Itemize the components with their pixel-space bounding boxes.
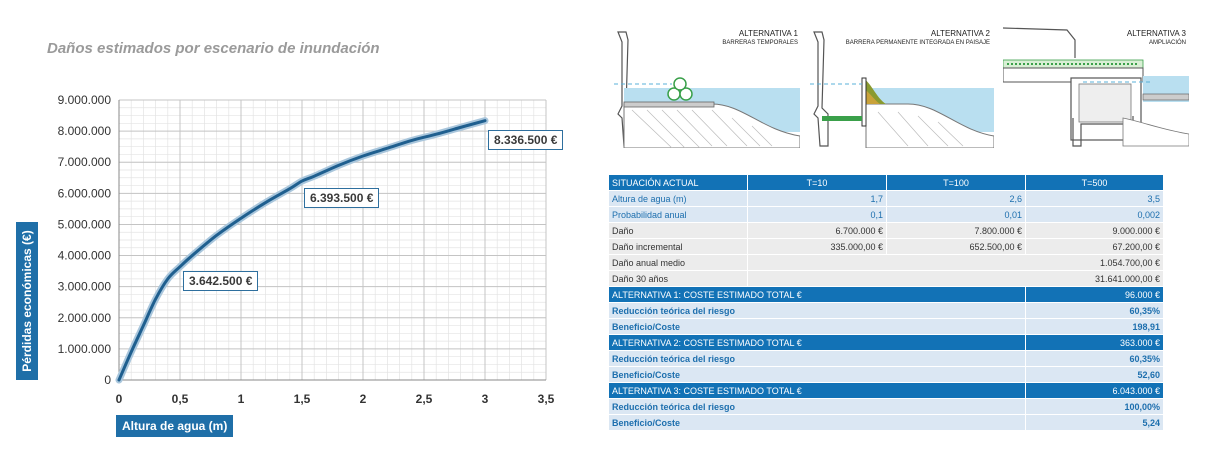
table-cell: 96.000 € bbox=[1026, 287, 1163, 302]
alternative-2-cost-row: ALTERNATIVA 2: COSTE ESTIMADO TOTAL € 36… bbox=[609, 335, 1163, 350]
table-header-cell: T=10 bbox=[748, 175, 886, 190]
table-row: Daño 6.700.000 € 7.800.000 € 9.000.000 € bbox=[609, 223, 1163, 238]
x-tick-label: 3,5 bbox=[538, 392, 555, 406]
y-tick-label: 3.000.000 bbox=[58, 280, 112, 294]
table-row: Altura de agua (m) 1,7 2,6 3,5 bbox=[609, 191, 1163, 206]
y-tick-label: 1.000.000 bbox=[58, 342, 112, 356]
x-tick-label: 1,5 bbox=[294, 392, 311, 406]
table-cell: 60,35% bbox=[1026, 303, 1163, 318]
y-tick-label: 4.000.000 bbox=[58, 249, 112, 263]
damage-line-chart: 0 1.000.000 2.000.000 3.000.000 4.000.000 5.0… bbox=[58, 93, 555, 406]
table-header-cell: T=100 bbox=[887, 175, 1025, 190]
y-tick-label: 5.000.000 bbox=[58, 217, 112, 231]
row-label: ALTERNATIVA 3: COSTE ESTIMADO TOTAL € bbox=[609, 383, 1025, 398]
table-header-cell: T=500 bbox=[1026, 175, 1163, 190]
x-tick-label: 3 bbox=[482, 392, 489, 406]
row-label: Daño incremental bbox=[609, 239, 747, 254]
table-cell: 9.000.000 € bbox=[1026, 223, 1163, 238]
alternative-3-illustration bbox=[1003, 27, 1189, 147]
table-cell: 0,1 bbox=[748, 207, 886, 222]
alternative-1-subtitle: BARRERAS TEMPORALES bbox=[722, 40, 798, 46]
alternative-2-subtitle: BARRERA PERMANENTE INTEGRADA EN PAISAJE bbox=[845, 40, 990, 46]
alternative-1-cost-row: ALTERNATIVA 1: COSTE ESTIMADO TOTAL € 96… bbox=[609, 287, 1163, 302]
alternative-2-illustration bbox=[810, 31, 994, 148]
x-tick-label: 1 bbox=[238, 392, 245, 406]
row-label: Altura de agua (m) bbox=[609, 191, 747, 206]
table-cell: 6.043.000 € bbox=[1026, 383, 1163, 398]
table-cell: 60,35% bbox=[1026, 351, 1163, 366]
chart-title: Daños estimados por escenario de inundac… bbox=[47, 40, 380, 57]
row-label: Beneficio/Coste bbox=[609, 367, 1025, 382]
x-tick-label: 0 bbox=[116, 392, 123, 406]
table-row: Daño 30 años 31.641.000,00 € bbox=[609, 271, 1163, 286]
table-cell: 52,60 bbox=[1026, 367, 1163, 382]
table-cell: 1,7 bbox=[748, 191, 886, 206]
table-cell: 0,01 bbox=[887, 207, 1025, 222]
alternative-2-bc-row: Beneficio/Coste 52,60 bbox=[609, 367, 1163, 382]
alternative-3-bc-row: Beneficio/Coste 5,24 bbox=[609, 415, 1163, 430]
table-row: Probabilidad anual 0,1 0,01 0,002 bbox=[609, 207, 1163, 222]
row-label: ALTERNATIVA 2: COSTE ESTIMADO TOTAL € bbox=[609, 335, 1025, 350]
damage-curve bbox=[117, 119, 487, 382]
row-label: Daño 30 años bbox=[609, 271, 747, 286]
table-cell: 2,6 bbox=[887, 191, 1025, 206]
row-label: Daño bbox=[609, 223, 747, 238]
annotation-t500: 8.336.500 € bbox=[488, 130, 564, 150]
x-tick-label: 2 bbox=[360, 392, 367, 406]
risk-analysis-table: SITUACIÓN ACTUAL T=10 T=100 T=500 Altura… bbox=[608, 174, 1164, 431]
y-tick-label: 9.000.000 bbox=[58, 93, 112, 107]
row-label: Reducción teórica del riesgo bbox=[609, 399, 1025, 414]
table-cell: 100,00% bbox=[1026, 399, 1163, 414]
y-axis-label-box bbox=[16, 222, 38, 380]
table-cell: 1.054.700,00 € bbox=[748, 255, 1163, 270]
alternative-2-title: ALTERNATIVA 2 bbox=[930, 29, 990, 38]
table-cell: 198,91 bbox=[1026, 319, 1163, 334]
y-axis-ticks: 0 1.000.000 2.000.000 3.000.000 4.000.000 5.0… bbox=[58, 93, 112, 387]
annotation-t10: 3.642.500 € bbox=[183, 271, 259, 291]
row-label: Daño anual medio bbox=[609, 255, 747, 270]
row-label: ALTERNATIVA 1: COSTE ESTIMADO TOTAL € bbox=[609, 287, 1025, 302]
y-tick-label: 7.000.000 bbox=[58, 155, 112, 169]
x-tick-label: 0,5 bbox=[172, 392, 189, 406]
table-cell: 7.800.000 € bbox=[887, 223, 1025, 238]
y-tick-label: 6.000.000 bbox=[58, 186, 112, 200]
table-row: Daño incremental 335.000,00 € 652.500,00… bbox=[609, 239, 1163, 254]
chart-minor-grid bbox=[118, 99, 547, 381]
table-header-row: SITUACIÓN ACTUAL T=10 T=100 T=500 bbox=[609, 175, 1163, 190]
table-cell: 3,5 bbox=[1026, 191, 1163, 206]
table-cell: 6.700.000 € bbox=[748, 223, 886, 238]
table-header-cell: SITUACIÓN ACTUAL bbox=[609, 175, 747, 190]
table-cell: 5,24 bbox=[1026, 415, 1163, 430]
table-cell: 31.641.000,00 € bbox=[748, 271, 1163, 286]
row-label: Reducción teórica del riesgo bbox=[609, 351, 1025, 366]
y-axis-label: Pérdidas económicas (€) bbox=[20, 230, 34, 372]
row-label: Beneficio/Coste bbox=[609, 319, 1025, 334]
alternative-3-subtitle: AMPLIACIÓN bbox=[1148, 40, 1186, 46]
x-axis-label: Altura de agua (m) bbox=[116, 415, 234, 437]
alternative-3-title: ALTERNATIVA 3 bbox=[1126, 29, 1186, 38]
x-tick-label: 2,5 bbox=[416, 392, 433, 406]
annotation-t100: 6.393.500 € bbox=[304, 188, 380, 208]
table-cell: 0,002 bbox=[1026, 207, 1163, 222]
table-cell: 652.500,00 € bbox=[887, 239, 1025, 254]
table-cell: 335.000,00 € bbox=[748, 239, 886, 254]
alternative-1-illustration bbox=[614, 31, 800, 148]
x-axis-ticks: 0 0,5 1 1,5 2 2,5 3 3,5 bbox=[116, 392, 555, 406]
alternative-1-title: ALTERNATIVA 1 bbox=[738, 29, 798, 38]
y-tick-label: 2.000.000 bbox=[58, 311, 112, 325]
alternative-2-risk-row: Reducción teórica del riesgo 60,35% bbox=[609, 351, 1163, 366]
alternative-3-cost-row: ALTERNATIVA 3: COSTE ESTIMADO TOTAL € 6.… bbox=[609, 383, 1163, 398]
table-cell: 363.000 € bbox=[1026, 335, 1163, 350]
row-label: Reducción teórica del riesgo bbox=[609, 303, 1025, 318]
alternative-1-risk-row: Reducción teórica del riesgo 60,35% bbox=[609, 303, 1163, 318]
y-tick-label: 8.000.000 bbox=[58, 124, 112, 138]
row-label: Probabilidad anual bbox=[609, 207, 747, 222]
alternative-1-bc-row: Beneficio/Coste 198,91 bbox=[609, 319, 1163, 334]
table-cell: 67.200,00 € bbox=[1026, 239, 1163, 254]
row-label: Beneficio/Coste bbox=[609, 415, 1025, 430]
y-tick-label: 0 bbox=[104, 373, 111, 387]
table-row: Daño anual medio 1.054.700,00 € bbox=[609, 255, 1163, 270]
alternative-3-risk-row: Reducción teórica del riesgo 100,00% bbox=[609, 399, 1163, 414]
